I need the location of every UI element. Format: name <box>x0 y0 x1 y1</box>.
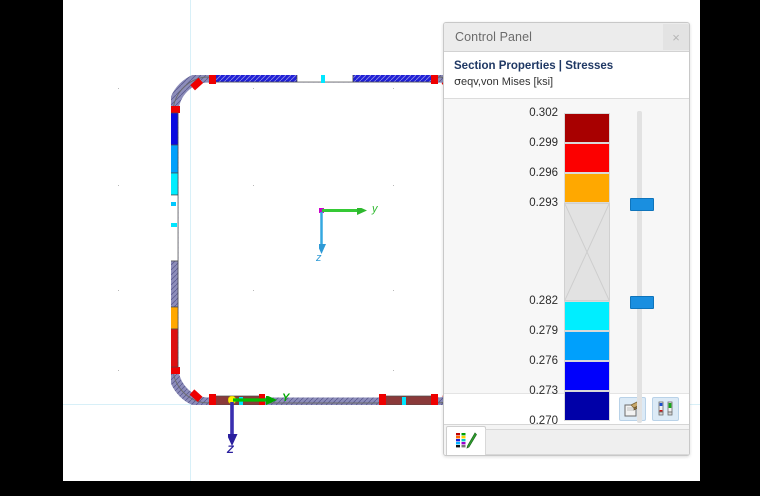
legend-swatch-6[interactable] <box>564 361 610 391</box>
node-marker <box>167 106 180 113</box>
panel-subheading: σeqv,von Mises [ksi] <box>454 74 679 90</box>
control-panel[interactable]: Control Panel × Section Properties | Str… <box>443 22 690 456</box>
slider-handle-lower[interactable] <box>630 296 654 309</box>
legend-label: 0.282 <box>529 295 558 307</box>
segment-group-left <box>168 112 179 368</box>
local-axis-label-z: z <box>316 252 322 264</box>
legend-swatch-1[interactable] <box>564 143 610 173</box>
global-axis-triad: Y Z <box>226 392 298 456</box>
collapsed-range-cross-icon <box>565 204 609 300</box>
legend-swatch-collapsed[interactable] <box>564 203 610 301</box>
legend-swatch-0[interactable] <box>564 113 610 143</box>
control-panel-header: Section Properties | Stresses σeqv,von M… <box>444 52 689 99</box>
legend-label: 0.293 <box>529 197 558 209</box>
panel-heading: Section Properties | Stresses <box>454 60 614 72</box>
control-panel-title: Control Panel <box>455 30 533 44</box>
legend-label: 0.273 <box>529 385 558 397</box>
legend-swatch-2[interactable] <box>564 173 610 203</box>
legend-swatch-5[interactable] <box>564 331 610 361</box>
slider-track[interactable] <box>637 111 642 423</box>
control-panel-tabbar <box>444 424 689 455</box>
control-panel-titlebar[interactable]: Control Panel × <box>444 23 689 52</box>
color-scale-settings-icon <box>658 401 672 416</box>
local-axis-origin <box>319 208 324 213</box>
node-marker <box>167 367 180 374</box>
global-axis-label-y: Y <box>282 392 290 404</box>
global-axis-label-z: Z <box>227 444 234 456</box>
stress-legend[interactable]: 0.302 0.299 0.296 0.293 0.282 0.279 0.27… <box>444 99 689 427</box>
legend-swatch-4[interactable] <box>564 301 610 331</box>
legend-swatch-7[interactable] <box>564 391 610 421</box>
panel-subheading-text: eqv,von Mises [ksi] <box>460 76 554 88</box>
close-icon[interactable]: × <box>663 24 689 50</box>
legend-label: 0.302 <box>529 107 558 119</box>
sigma-symbol: σ <box>454 75 461 88</box>
segment-group-top <box>209 71 438 84</box>
grid-line-vertical <box>190 0 191 481</box>
legend-label: 0.296 <box>529 167 558 179</box>
legend-label: 0.279 <box>529 325 558 337</box>
legend-label: 0.270 <box>529 415 558 427</box>
local-axis-triad: y z <box>316 203 389 264</box>
control-panel-body: 0.302 0.299 0.296 0.293 0.282 0.279 0.27… <box>444 99 689 427</box>
legend-label: 0.276 <box>529 355 558 367</box>
local-axis-label-y: y <box>372 203 378 215</box>
color-legend-tab-icon <box>456 432 477 449</box>
color-legend-tab[interactable] <box>446 426 486 455</box>
legend-label: 0.299 <box>529 137 558 149</box>
color-scale-settings-button[interactable] <box>652 397 679 421</box>
tabbar-filler <box>485 429 689 455</box>
slider-handle-upper[interactable] <box>630 198 654 211</box>
